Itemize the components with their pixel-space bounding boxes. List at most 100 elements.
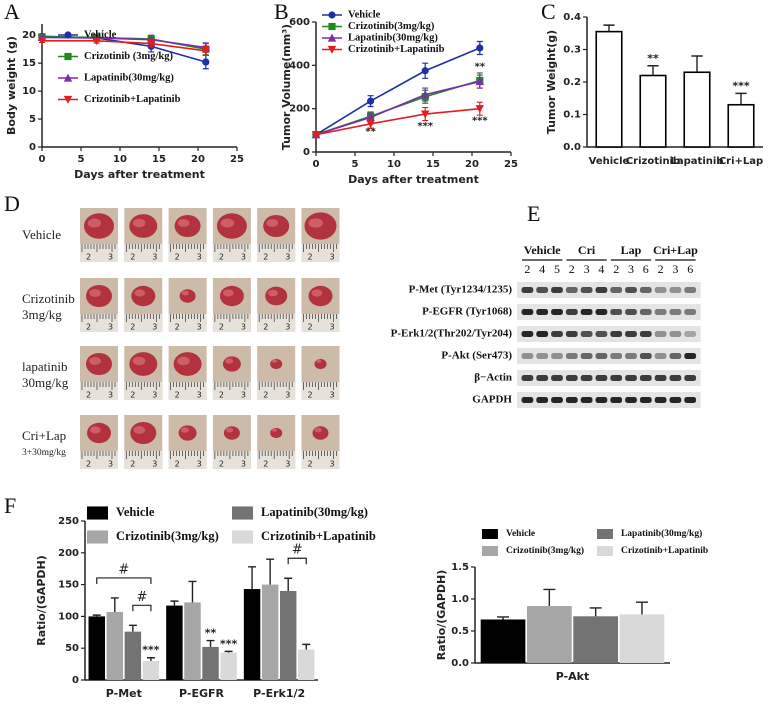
legend-label: Lapatinib(30mg/kg)	[84, 72, 174, 83]
blot-band	[521, 397, 534, 403]
panel-label: E	[527, 201, 540, 226]
blot-strip	[517, 304, 701, 320]
marker	[92, 37, 101, 46]
ruler	[168, 244, 207, 262]
y-tick-label: 1.0	[451, 594, 469, 605]
marker	[63, 73, 73, 82]
ruler-label: 3	[330, 253, 335, 262]
tumor-highlight	[316, 359, 322, 363]
blot-band	[684, 331, 697, 337]
y-axis-label: Ratio/(GAPDH)	[35, 555, 48, 646]
bar	[184, 602, 201, 680]
marker	[63, 95, 73, 104]
ruler	[168, 451, 207, 469]
ruler-label: 2	[219, 391, 224, 400]
tumor	[308, 285, 333, 307]
ruler-label: 2	[263, 391, 268, 400]
group-label: lapatinib	[22, 359, 68, 374]
blot-band	[565, 287, 578, 293]
blot-band	[610, 375, 623, 381]
annotation: **	[475, 61, 486, 72]
ruler	[212, 451, 251, 469]
ruler	[301, 382, 340, 400]
legend-label: Crizotinib(3mg/kg)	[116, 529, 219, 543]
y-tick-label: 100	[58, 611, 79, 622]
blot-band	[565, 375, 578, 381]
group-header: Cri+Lap	[653, 243, 698, 257]
ruler	[124, 244, 163, 262]
blot-band	[595, 375, 608, 381]
ruler	[257, 244, 296, 262]
y-tick-label: 0.0	[563, 142, 581, 153]
blot-band	[684, 309, 697, 315]
legend-swatch	[87, 530, 108, 544]
bar	[220, 652, 237, 680]
ruler	[257, 314, 296, 332]
tumor	[178, 425, 197, 441]
tumor-highlight	[90, 426, 101, 434]
significance: ***	[220, 637, 238, 650]
error-bar	[284, 577, 293, 591]
blot-row-label: P-Met (Tyr1234/1235)	[409, 284, 513, 296]
marker	[421, 110, 430, 119]
bar	[243, 589, 261, 680]
tumor-highlight	[180, 427, 189, 433]
ruler	[301, 451, 340, 469]
lane-label: 6	[687, 262, 693, 276]
blot-band	[580, 309, 593, 315]
marker	[64, 31, 72, 39]
tumor-highlight	[177, 356, 190, 366]
y-tick-label: 200	[289, 104, 310, 115]
blot-band	[610, 287, 623, 293]
x-tick-label: 10	[387, 159, 401, 170]
bracket	[287, 557, 307, 565]
ruler-label: 2	[130, 253, 135, 262]
ruler-label: 3	[285, 460, 290, 469]
legend-label: Vehicle	[116, 505, 155, 519]
bracket-label: #	[136, 590, 147, 605]
ruler	[212, 314, 251, 332]
error-bar	[188, 580, 197, 603]
x-tick-label: Crizotinib	[626, 156, 680, 167]
panel-label: C	[541, 0, 556, 24]
significance: **	[205, 627, 217, 640]
legend-swatch	[597, 529, 613, 539]
y-axis-label: Tumor Weight(g)	[545, 30, 558, 134]
bar	[595, 30, 623, 148]
x-tick-label: 25	[230, 154, 244, 165]
y-tick-label: 600	[289, 17, 310, 28]
error-bar	[543, 588, 556, 607]
ruler-label: 3	[197, 323, 202, 332]
marker	[475, 105, 484, 114]
blot-band	[654, 397, 667, 403]
bar	[142, 660, 160, 680]
ruler-label: 3	[108, 460, 113, 469]
blot-band	[684, 287, 697, 293]
legend-label: Vehicle	[506, 529, 535, 539]
y-tick-label: 10	[22, 86, 36, 97]
tumor-highlight	[89, 357, 101, 365]
legend-label: Crizotinib(3mg/kg)	[348, 21, 435, 32]
ruler-label: 3	[285, 391, 290, 400]
legend-swatch	[482, 529, 498, 539]
series-line	[315, 47, 481, 136]
legend-label: Lapatinib(30mg/kg)	[348, 32, 438, 43]
x-tick-label: 20	[191, 154, 205, 165]
blot-strip	[517, 370, 701, 386]
y-axis-label: Body weight (g)	[5, 36, 18, 135]
blot-band	[639, 375, 652, 381]
ruler-label: 3	[152, 460, 157, 469]
y-axis-label: Ratio/(GAPDH)	[435, 570, 448, 661]
blot-band	[639, 287, 652, 293]
lane-label: 4	[598, 262, 604, 276]
blot-band	[684, 353, 697, 359]
marker	[328, 22, 336, 31]
tumor	[265, 286, 288, 306]
y-tick-label: 250	[58, 516, 79, 527]
bar	[88, 616, 105, 680]
ruler	[80, 382, 118, 400]
bar	[202, 646, 219, 680]
blot-band	[654, 375, 667, 381]
ruler	[301, 244, 340, 262]
blot-band	[536, 353, 549, 359]
